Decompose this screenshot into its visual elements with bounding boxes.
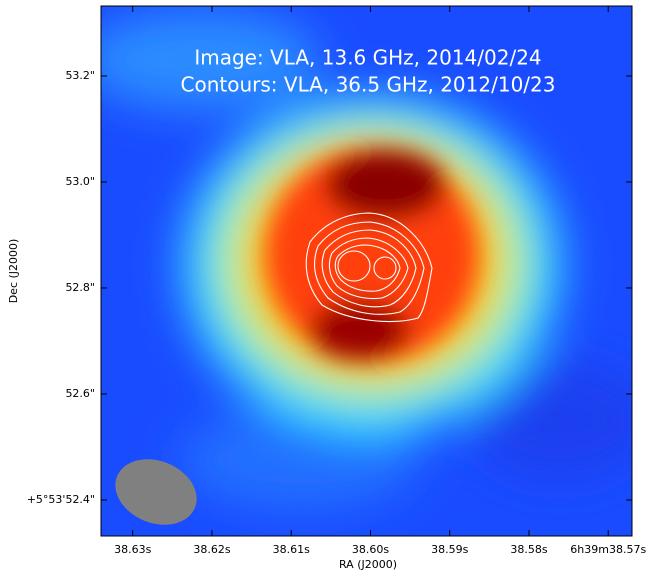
- x-tick-label: 38.63s: [114, 543, 151, 556]
- contours: [305, 212, 433, 323]
- y-tick-label: +5°53'52.4": [27, 493, 95, 506]
- x-tick-label: 38.58s: [510, 543, 547, 556]
- y-tick-label: 52.8": [65, 281, 95, 294]
- y-tick-label: 52.6": [65, 387, 95, 400]
- x-tick-label: 38.59s: [431, 543, 468, 556]
- title: Contours: VLA, 36.5 GHz, 2012/10/23: [181, 73, 556, 97]
- x-tick-label: 38.61s: [273, 543, 310, 556]
- radio-image: [101, 6, 632, 536]
- y-tick-label: 53.2": [65, 69, 95, 82]
- x-tick-label: 38.60s: [352, 543, 389, 556]
- x-axis-label: RA (J2000): [339, 558, 397, 571]
- x-tick-label: 6h39m38.57s: [570, 543, 646, 556]
- y-tick-label: 53.0": [65, 175, 95, 188]
- title: Image: VLA, 13.6 GHz, 2014/02/24: [194, 46, 541, 70]
- frame: [100, 5, 633, 537]
- x-tick-label: 38.62s: [193, 543, 230, 556]
- beam: [115, 459, 197, 525]
- y-axis-label: Dec (J2000): [7, 239, 20, 304]
